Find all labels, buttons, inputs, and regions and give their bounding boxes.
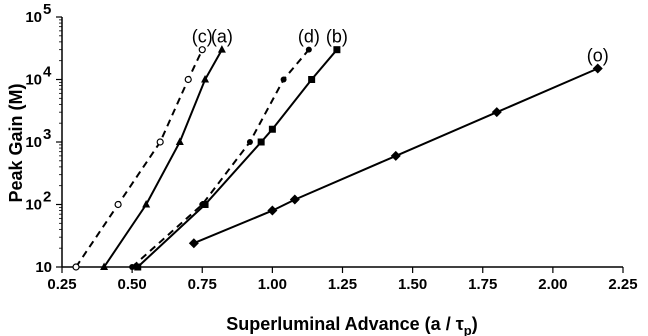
- series-d-point: [280, 76, 287, 83]
- y-tick-label: 10: [25, 134, 42, 151]
- y-tick-label-base: 10: [25, 197, 42, 214]
- series-o-line: [193, 67, 599, 245]
- series-c-point: [156, 138, 164, 146]
- series-b-point: [201, 201, 209, 208]
- x-tick-label: 1.50: [398, 276, 427, 293]
- series-a-point: [142, 200, 151, 208]
- series-d-point: [246, 139, 253, 145]
- y-tick-label-base: 10: [25, 72, 42, 89]
- series-d-point: [305, 46, 312, 53]
- series-b-line: [137, 49, 338, 268]
- series-a-point: [100, 262, 109, 270]
- series-b-point: [333, 46, 341, 54]
- series-b-point: [134, 263, 142, 271]
- y-tick-label: 10: [25, 72, 42, 89]
- series-c-point: [72, 263, 80, 271]
- x-tick-label: 2.00: [538, 276, 567, 293]
- series-c-point: [198, 46, 206, 54]
- series-o-point: [390, 150, 401, 161]
- y-tick-label-exponent: 2: [43, 189, 51, 206]
- series-o-point: [592, 63, 603, 74]
- series-a-label: (a): [211, 27, 233, 47]
- series-labels: (c)(a) (d) (b) (o): [192, 27, 609, 66]
- x-axis-label: Superluminal Advance (a / τp): [226, 314, 477, 336]
- y-axis-label: Peak Gain (M): [6, 83, 26, 202]
- x-tick-label: 0.75: [188, 276, 217, 293]
- series-a-point: [217, 45, 226, 53]
- y-tick-label-base: 10: [35, 259, 52, 276]
- x-tick-label: 0.25: [47, 276, 76, 293]
- series-o-point: [491, 107, 502, 118]
- plot-frame: [61, 17, 623, 268]
- x-tick-label: 1.75: [468, 276, 497, 293]
- series-c-line: [75, 49, 204, 268]
- series-b-point: [308, 76, 316, 83]
- series-d-point: [129, 264, 136, 270]
- series-o-point: [188, 238, 199, 249]
- series-c-label: (c): [192, 27, 213, 47]
- y-tick-label-exponent: 5: [43, 1, 51, 18]
- series-o-point: [289, 194, 300, 205]
- series-o-point: [267, 205, 278, 216]
- y-tick-label-base: 10: [25, 134, 42, 151]
- y-tick-label-exponent: 4: [43, 64, 52, 81]
- series-b-label: (b): [326, 27, 348, 47]
- x-axis-ticks: 0.25 0.50 0.75 1.00 1.25 1.50 1.75 2.00 2.25: [47, 267, 638, 293]
- y-tick-label: 10: [35, 259, 52, 276]
- series-a-point: [201, 75, 210, 83]
- series-layer: [72, 45, 603, 271]
- series-d-line: [131, 49, 310, 268]
- y-tick-label-exponent: 3: [43, 126, 51, 143]
- series-b-point: [257, 138, 265, 146]
- y-tick-label: 10: [25, 197, 42, 214]
- series-o-label: (o): [587, 45, 609, 65]
- x-axis-label-main: Superluminal Advance (a / τ: [226, 314, 463, 334]
- x-tick-label: 0.50: [118, 276, 147, 293]
- x-tick-label: 1.00: [258, 276, 287, 293]
- series-a-point: [175, 137, 184, 145]
- x-tick-label: 2.25: [608, 276, 637, 293]
- x-axis-label-subscript: p: [464, 323, 472, 336]
- series-c-point: [114, 200, 122, 209]
- series-c-point: [184, 75, 192, 84]
- series-d-label: (d): [298, 27, 320, 47]
- x-axis-label-close: ): [472, 314, 478, 334]
- y-tick-label: 10: [25, 9, 42, 26]
- y-tick-label-base: 10: [25, 9, 42, 26]
- x-tick-label: 1.25: [328, 276, 357, 293]
- series-b-point: [268, 125, 276, 133]
